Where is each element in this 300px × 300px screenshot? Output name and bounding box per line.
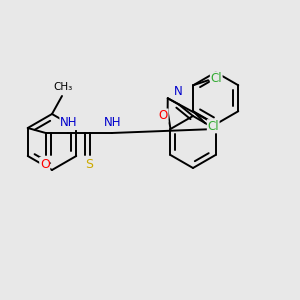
Text: NH: NH	[104, 116, 122, 130]
Text: N: N	[174, 85, 182, 98]
Text: Cl: Cl	[210, 72, 222, 85]
Text: O: O	[40, 158, 50, 170]
Text: Cl: Cl	[207, 120, 219, 133]
Text: CH₃: CH₃	[53, 82, 73, 92]
Text: NH: NH	[60, 116, 77, 130]
Text: O: O	[159, 109, 168, 122]
Text: S: S	[85, 158, 93, 170]
